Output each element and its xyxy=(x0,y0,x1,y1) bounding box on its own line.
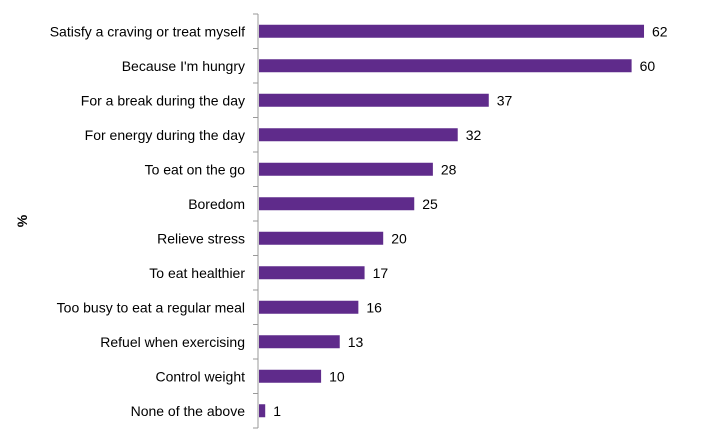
bar xyxy=(259,369,322,383)
category-label: Because I'm hungry xyxy=(122,58,245,74)
data-label: 62 xyxy=(652,23,668,39)
bar xyxy=(259,231,384,245)
category-label: Too busy to eat a regular meal xyxy=(57,299,245,315)
bar xyxy=(259,128,458,142)
bar xyxy=(259,162,433,176)
data-label: 16 xyxy=(366,299,382,315)
category-label: Boredom xyxy=(188,196,245,212)
category-label: For a break during the day xyxy=(81,92,245,108)
data-label: 17 xyxy=(373,265,389,281)
data-label: 25 xyxy=(422,196,438,212)
category-label: None of the above xyxy=(131,403,246,419)
category-axis xyxy=(253,13,259,429)
data-label: 60 xyxy=(640,58,656,74)
data-label: 37 xyxy=(497,92,513,108)
bars-group xyxy=(259,24,645,418)
y-axis-title: % xyxy=(14,214,30,227)
category-label: For energy during the day xyxy=(85,127,245,143)
bar xyxy=(259,197,415,211)
category-label: To eat healthier xyxy=(149,265,245,281)
data-label: 1 xyxy=(273,403,281,419)
data-label: 28 xyxy=(441,161,457,177)
category-label: Relieve stress xyxy=(157,230,245,246)
bar xyxy=(259,24,645,38)
category-labels-group: Satisfy a craving or treat myself Because… xyxy=(50,23,246,419)
bar xyxy=(259,335,340,349)
category-label: Control weight xyxy=(156,368,246,384)
category-label: Satisfy a craving or treat myself xyxy=(50,23,245,39)
category-label: Refuel when exercising xyxy=(100,334,245,350)
bar xyxy=(259,300,359,314)
category-label: To eat on the go xyxy=(145,161,246,177)
value-labels-group: 62 60 37 32 28 25 20 17 16 13 10 1 xyxy=(273,23,668,419)
bar xyxy=(259,59,632,73)
data-label: 20 xyxy=(391,230,407,246)
data-label: 13 xyxy=(348,334,364,350)
data-label: 10 xyxy=(329,368,345,384)
bar xyxy=(259,266,365,280)
bar xyxy=(259,404,266,418)
data-label: 32 xyxy=(466,127,482,143)
bar xyxy=(259,93,489,107)
